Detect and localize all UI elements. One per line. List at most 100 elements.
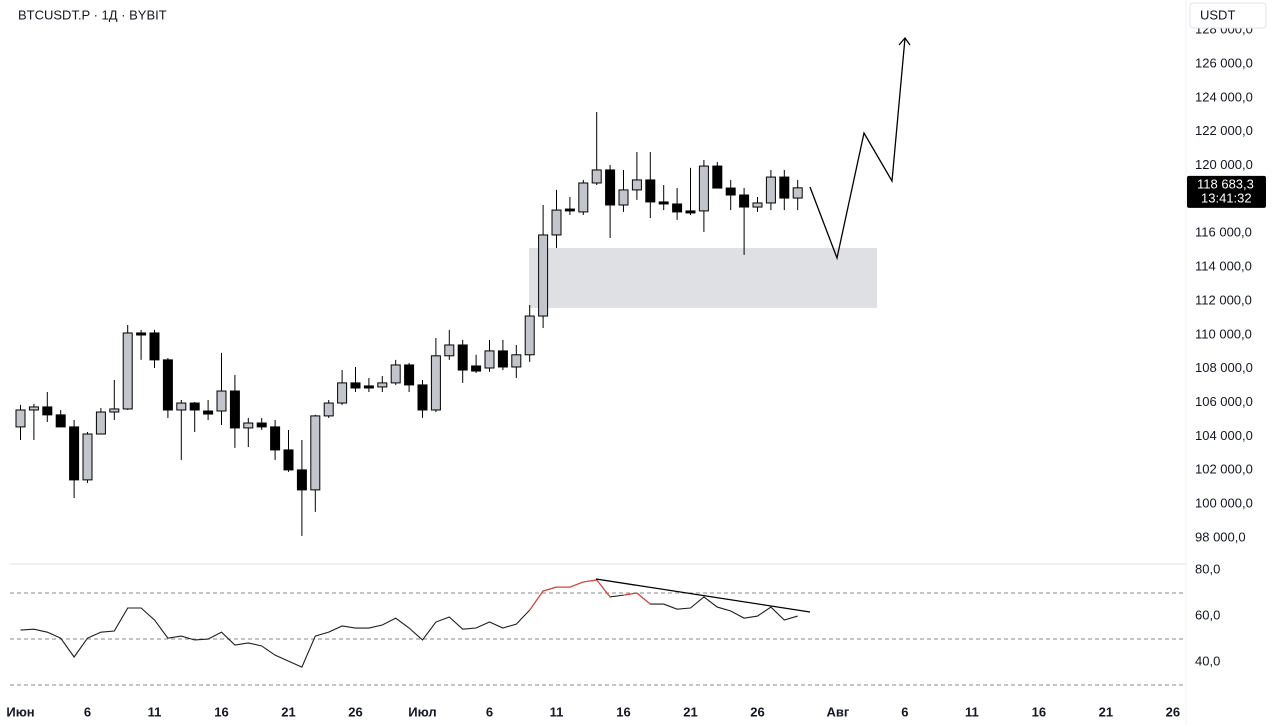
projection-arrow: [898, 36, 911, 46]
y-tick-label: 112 000,0: [1195, 292, 1252, 307]
candle-body: [162, 359, 173, 411]
candle-body: [779, 176, 790, 199]
rsi-overbought-segment: [636, 592, 651, 605]
candle-body: [377, 382, 388, 388]
candle-body: [725, 187, 736, 196]
candle-body: [698, 165, 709, 212]
x-tick-label: 6: [486, 704, 493, 719]
x-tick-label: 11: [550, 704, 564, 719]
candle-body: [337, 382, 348, 404]
x-tick-label: 6: [901, 704, 908, 719]
y-tick-label: 98 000,0: [1195, 529, 1246, 544]
candle-body: [591, 169, 602, 184]
y-tick-label: 114 000,0: [1195, 259, 1252, 274]
candle-body: [752, 202, 763, 208]
y-tick-label: 126 000,0: [1195, 55, 1253, 70]
y-tick-label: 110 000,0: [1195, 326, 1252, 341]
x-tick-label: 16: [1032, 704, 1046, 719]
x-tick-label: 16: [616, 704, 630, 719]
rsi-trendline: [595, 578, 811, 613]
y-tick-label: 102 000,0: [1195, 462, 1253, 477]
candle-body: [95, 411, 106, 435]
currency-box[interactable]: [1189, 2, 1267, 29]
candle-body: [578, 182, 589, 213]
candle-body: [149, 332, 160, 361]
candle-body: [216, 390, 227, 412]
rsi-overbought-segment: [623, 592, 637, 596]
candle-body: [618, 189, 629, 206]
rsi-overbought-segment: [529, 590, 544, 611]
projection-path: [809, 37, 906, 261]
rsi-line: [20, 579, 798, 668]
candle-body: [484, 350, 495, 369]
candle-body: [203, 410, 214, 415]
candle-body: [82, 433, 93, 481]
candle-body: [497, 350, 508, 368]
symbol-title: BTCUSDT.P · 1Д · BYBIT: [18, 7, 167, 22]
candle-body: [136, 332, 147, 336]
candle-body: [672, 203, 683, 213]
header-bg: [0, 0, 180, 30]
candle-body: [55, 414, 66, 428]
x-tick-label: 16: [214, 704, 228, 719]
y-tick-label: 100 000,0: [1195, 496, 1253, 511]
rsi-overbought-segment: [596, 579, 611, 598]
candle-body: [283, 449, 294, 471]
candle-body: [631, 179, 642, 191]
currency-label[interactable]: USDT: [1200, 7, 1235, 22]
rsi-tick-label: 80,0: [1195, 561, 1220, 576]
x-tick-label: Июн: [6, 704, 34, 719]
rsi-overbought-segment: [542, 586, 557, 592]
candle-body: [243, 422, 254, 429]
candle-body: [645, 179, 656, 203]
y-tick-label: 104 000,0: [1195, 428, 1253, 443]
x-tick-label: 26: [1166, 704, 1180, 719]
x-tick-label: 21: [281, 704, 295, 719]
candle-body: [350, 382, 361, 389]
x-tick-label: 11: [965, 704, 979, 719]
candle-body: [792, 187, 803, 199]
candle-body: [323, 402, 334, 417]
candle-body: [685, 210, 696, 214]
candle-body: [511, 354, 522, 368]
y-tick-label: 108 000,0: [1195, 360, 1253, 375]
y-tick-label: 120 000,0: [1195, 157, 1253, 172]
candle-body: [417, 384, 428, 411]
candle-body: [390, 364, 401, 384]
candle-body: [229, 390, 240, 429]
candle-body: [109, 408, 120, 413]
y-tick-label: 106 000,0: [1195, 394, 1253, 409]
x-tick-label: 21: [1099, 704, 1113, 719]
candle-body: [538, 234, 549, 317]
last-price-box: [1187, 175, 1266, 208]
candle-body: [28, 406, 39, 411]
candle-body: [270, 426, 281, 451]
candle-body: [256, 422, 267, 428]
x-tick-label: Авг: [827, 704, 850, 719]
candle-body: [296, 469, 307, 491]
last-price-label: 118 683,3: [1197, 176, 1254, 191]
candle-body: [471, 365, 482, 372]
candle-body: [363, 385, 374, 389]
y-tick-label: 122 000,0: [1195, 123, 1253, 138]
candle-body: [765, 176, 776, 204]
x-tick-label: 6: [84, 704, 91, 719]
candle-body: [658, 201, 669, 205]
candle-body: [739, 194, 750, 208]
rsi-overbought-segment: [583, 579, 597, 583]
candle-body: [444, 344, 455, 357]
rsi-tick-label: 40,0: [1195, 653, 1220, 668]
candle-body: [189, 402, 200, 411]
candle-body: [712, 165, 723, 189]
countdown-label: 13:41:32: [1201, 190, 1252, 205]
x-tick-label: 21: [683, 704, 697, 719]
candle-body: [69, 426, 80, 481]
candle-body: [15, 409, 26, 428]
candle-body: [404, 364, 415, 386]
candle-body: [564, 208, 575, 212]
x-tick-label: Июл: [408, 704, 436, 719]
candle-body: [551, 209, 562, 236]
rsi-overbought-segment: [569, 581, 584, 588]
x-tick-label: 26: [348, 704, 362, 719]
